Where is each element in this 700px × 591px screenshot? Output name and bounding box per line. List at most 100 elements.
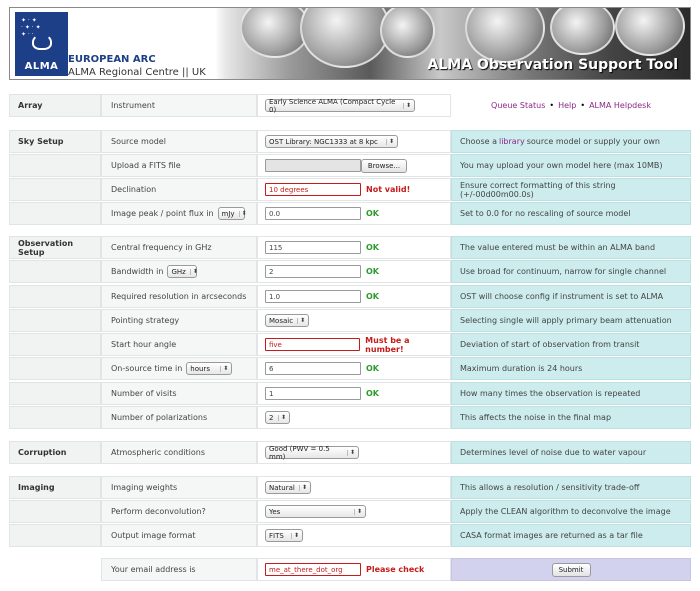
email-input[interactable]: me_at_there_dot_org [265,563,361,576]
updown-arrow-icon: ⬍ [353,508,362,515]
bandwidth-unit-select[interactable]: GHz ⬍ [167,265,198,278]
polarizations-select[interactable]: 2 ⬍ [265,411,290,424]
deconvolution-help: Apply the CLEAN algorithm to deconvolve … [451,500,691,523]
instrument-select[interactable]: Early Science ALMA (Compact Cycle 0) ⬍ [265,97,415,114]
weights-label: Imaging weights [101,476,257,499]
weights-select[interactable]: Natural ⬍ [265,481,311,494]
fits-label: Upload a FITS file [101,154,257,177]
section-spacer [9,524,101,547]
peak-flux-help: Set to 0.0 for no rescaling of source mo… [451,202,691,225]
antenna-dish-image [300,8,390,68]
section-spacer [9,260,101,283]
submit-button[interactable]: Submit [551,562,591,577]
logo-text: ALMA [24,61,59,72]
submit-cell: Submit [451,558,691,581]
antenna-dish-image [380,8,435,58]
format-label: Output image format [101,524,257,547]
pointing-select[interactable]: Mosaic ⬍ [265,314,309,327]
row-source-model: Sky Setup Source model OST Library: NGC1… [9,130,691,153]
updown-arrow-icon: ⬍ [298,484,307,491]
alma-logo: ✦ · ✦ · ✦ · ✦ ✦ · · ALMA [15,12,68,76]
section-label-imaging: Imaging [9,476,101,499]
section-spacer [9,154,101,177]
declination-input[interactable]: 10 degrees [265,183,361,196]
declination-status: Not valid! [366,185,411,194]
tool-title: ALMA Observation Support Tool [427,57,678,73]
source-model-value: OST Library: NGC1333 at 8 kpc [269,137,378,146]
visits-status: OK [366,389,379,398]
deconvolution-value: Yes [269,507,281,516]
updown-arrow-icon: ⬍ [220,365,228,372]
row-resolution: Required resolution in arcseconds 1.0 OK… [9,285,691,308]
section-spacer [9,382,101,405]
visits-input[interactable]: 1 [265,387,361,400]
bandwidth-help: Use broad for continuum, narrow for sing… [451,260,691,283]
bandwidth-input[interactable]: 2 [265,265,361,278]
visits-help: How many times the observation is repeat… [451,382,691,405]
bandwidth-unit-value: GHz [171,267,186,276]
row-onsource: On-source time in hours ⬍ 6 OK Maximum du… [9,357,691,380]
pointing-help: Selecting single will apply primary beam… [451,309,691,332]
resolution-input[interactable]: 1.0 [265,290,361,303]
updown-arrow-icon: ⬍ [189,268,198,275]
row-bandwidth: Bandwidth in GHz ⬍ 2 OK Use broad for con… [9,260,691,283]
help-text: source model or supply your own [526,137,660,146]
onsource-unit-select[interactable]: hours ⬍ [186,362,233,375]
fits-help: You may upload your own model here (max … [451,154,691,177]
frequency-status: OK [366,243,379,252]
source-model-label: Source model [101,130,257,153]
onsource-input[interactable]: 6 [265,362,361,375]
browse-button[interactable]: Browse... [361,158,407,173]
visits-label: Number of visits [101,382,257,405]
peak-flux-label: Image peak / point flux in [111,209,214,218]
dish-icon [32,34,52,50]
peak-flux-input[interactable]: 0.0 [265,207,361,220]
bandwidth-label: Bandwidth in [111,267,164,276]
helpdesk-link[interactable]: ALMA Helpdesk [589,101,651,110]
section-spacer [9,333,101,356]
format-select[interactable]: FITS ⬍ [265,529,303,542]
hour-angle-label: Start hour angle [101,333,257,356]
source-model-help: Choose a library source model or supply … [451,130,691,153]
section-spacer [9,285,101,308]
row-fits: Upload a FITS file Browse... You may upl… [9,154,691,177]
onsource-unit-value: hours [190,364,210,373]
updown-arrow-icon: ⬍ [290,532,299,539]
updown-arrow-icon: ⬍ [385,138,394,145]
queue-status-link[interactable]: Queue Status [491,101,546,110]
declination-label: Declination [101,178,257,201]
hour-angle-input[interactable]: five [265,338,361,351]
flux-unit-select[interactable]: mJy ⬍ [217,207,247,220]
row-format: Output image format FITS ⬍ CASA format im… [9,524,691,547]
atmosphere-select[interactable]: Good (PWV = 0.5 mm) ⬍ [265,444,359,461]
polarizations-help: This affects the noise in the final map [451,406,691,429]
section-spacer [9,178,101,201]
deconvolution-select[interactable]: Yes ⬍ [265,505,366,518]
row-email: Your email address is me_at_there_dot_or… [9,558,691,581]
instrument-value: Early Science ALMA (Compact Cycle 0) [269,97,396,114]
row-atmosphere: Corruption Atmospheric conditions Good (… [9,441,691,464]
top-links: Queue Status • Help • ALMA Helpdesk [451,94,691,117]
atmosphere-value: Good (PWV = 0.5 mm) [269,444,330,461]
source-model-select[interactable]: OST Library: NGC1333 at 8 kpc ⬍ [265,135,398,148]
resolution-status: OK [366,292,379,301]
updown-arrow-icon: ⬍ [346,449,355,456]
email-status: Please check [366,565,425,574]
section-label-corruption: Corruption [9,441,101,464]
section-spacer [9,357,101,380]
bullet-icon: • [580,101,586,110]
row-weights: Imaging Imaging weights Natural ⬍ This al… [9,476,691,499]
library-link[interactable]: library [498,137,525,146]
updown-arrow-icon: ⬍ [277,414,286,421]
section-spacer [9,202,101,225]
onsource-label: On-source time in [111,364,183,373]
frequency-input[interactable]: 115 [265,241,361,254]
section-spacer [9,406,101,429]
row-hour-angle: Start hour angle five Must be a number! … [9,333,691,356]
section-spacer [9,500,101,523]
pointing-label: Pointing strategy [101,309,257,332]
row-declination: Declination 10 degrees Not valid! Ensure… [9,178,691,201]
star-icon: ✦ · ✦ · ✦ · ✦ ✦ · · [21,17,41,38]
help-link[interactable]: Help [558,101,577,110]
fits-file-field[interactable] [265,159,361,172]
